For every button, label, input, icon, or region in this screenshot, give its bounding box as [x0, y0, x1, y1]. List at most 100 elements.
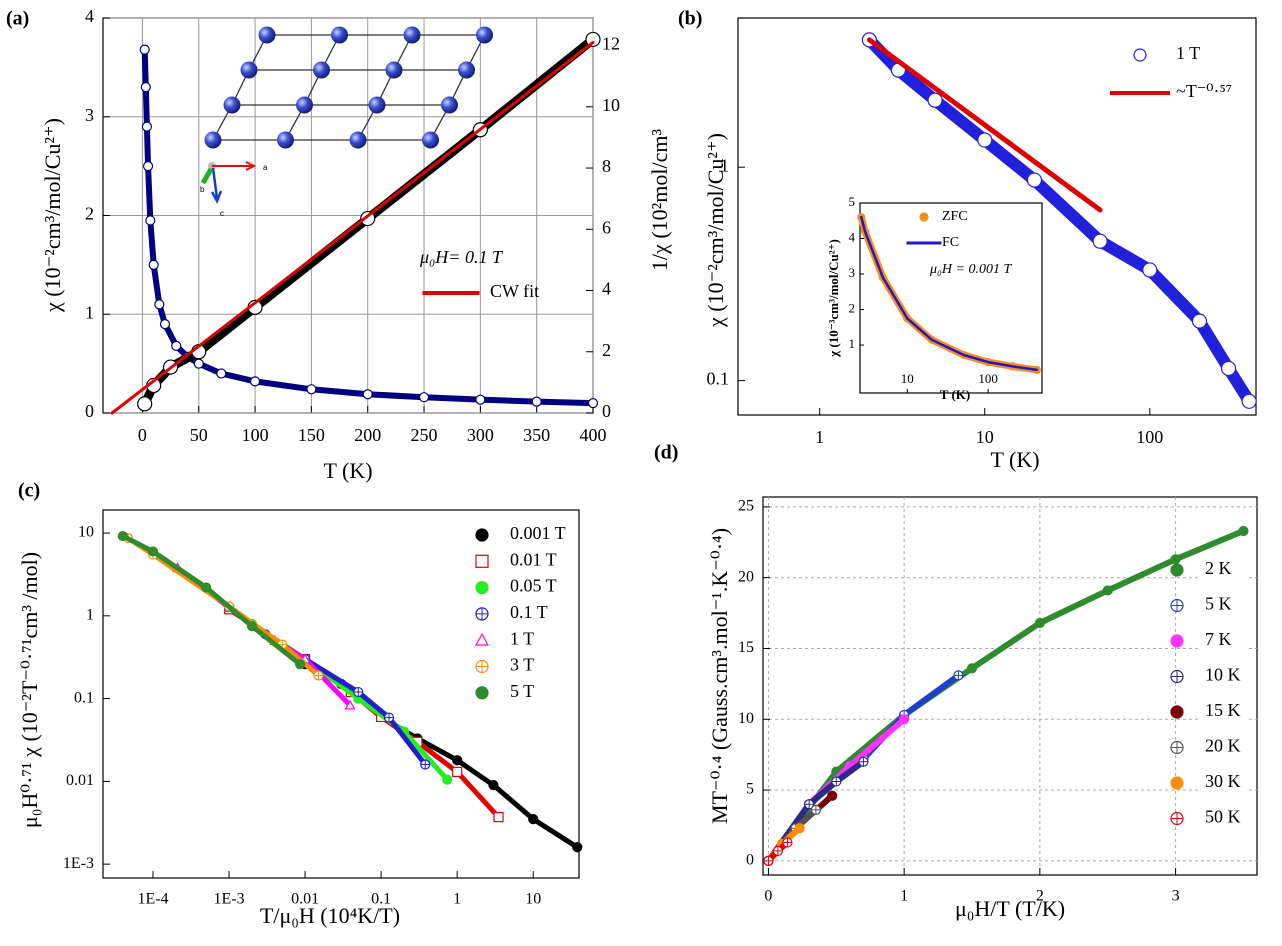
y-tick-label: 10 [738, 710, 754, 727]
marker [1241, 393, 1257, 409]
legend-label: 30 K [1205, 771, 1241, 791]
marker [171, 340, 182, 351]
x-tick-label: 0.1 [371, 891, 391, 908]
marker [117, 530, 128, 542]
atom [368, 96, 386, 114]
plot-frame [762, 496, 1258, 876]
atom [458, 61, 475, 79]
y-axis-label: χ (10⁻²cm³/mol/Cu²⁺) [40, 118, 65, 313]
y2-tick-label: 8 [602, 156, 611, 176]
y-tick-label: 1E-3 [63, 855, 94, 872]
legend-background [1201, 772, 1249, 794]
legend-label: FC [942, 235, 959, 250]
marker [977, 132, 993, 148]
y-tick-label: 2 [849, 301, 856, 316]
y-axis-label: χ (10⁻³cm³/mol/Cu²⁺) [826, 239, 841, 358]
legend-marker [475, 528, 489, 542]
x-tick-label: 0 [138, 425, 147, 445]
marker [1170, 554, 1181, 565]
marker [585, 31, 601, 48]
legend-background [1201, 594, 1249, 617]
y2-tick-label: 6 [602, 217, 611, 237]
legend-label: 0.001 T [510, 523, 566, 543]
legend-label: 3 T [510, 655, 534, 675]
series-line [110, 40, 595, 415]
x-axis-label: T/μ₀H (10⁴K/T) [260, 903, 400, 928]
legend-marker [919, 212, 929, 222]
marker [488, 780, 499, 791]
y-tick-label: 5 [849, 194, 856, 209]
x-tick-label: 200 [354, 425, 381, 445]
series-line [866, 37, 1103, 213]
legend-label: CW fit [490, 281, 539, 301]
marker [216, 368, 227, 379]
marker [154, 299, 165, 310]
y-tick-label: 3 [85, 105, 94, 125]
marker [418, 392, 430, 403]
y-axis-label: χ (10⁻²cm³/mol/Cu²⁺) [703, 133, 728, 328]
legend-label: 50 K [1205, 807, 1241, 827]
legend-background [1201, 701, 1249, 723]
y-tick-label: 0 [746, 852, 754, 869]
x-tick-label: 50 [190, 425, 208, 445]
legend-marker [1133, 48, 1147, 62]
marker [1220, 360, 1237, 377]
marker [493, 812, 504, 823]
atom [240, 61, 258, 79]
legend-label: 10 K [1205, 665, 1241, 685]
y2-tick-label: 0 [602, 401, 611, 421]
x-tick-label: 1 [900, 888, 908, 905]
x-tick-label: 300 [467, 425, 494, 445]
marker [1238, 525, 1249, 537]
marker [362, 389, 373, 400]
legend-background [1201, 665, 1249, 688]
x-axis-label: T (K) [990, 447, 1039, 472]
marker-cross [804, 799, 814, 809]
legend-label: 0.01 T [510, 549, 557, 569]
marker [246, 621, 258, 632]
legend-marker [1170, 705, 1184, 719]
legend-label: 7 K [1205, 629, 1232, 649]
x-tick-label: 0 [764, 888, 772, 905]
y-axis-label: MT⁻⁰·⁴ (Gauss.cm³.mol⁻¹.K⁻⁰·⁴) [707, 528, 732, 824]
marker [452, 766, 463, 778]
y-tick-label: 4 [849, 229, 856, 244]
x-tick-label: 1E-3 [213, 891, 244, 908]
marker [572, 842, 583, 853]
atom [296, 96, 313, 114]
plot-frame [102, 509, 580, 879]
x-tick-label: 0.01 [291, 891, 319, 908]
y-tick-label: 15 [738, 639, 754, 656]
legend-background [1201, 736, 1249, 759]
marker-cross [384, 713, 394, 723]
y-tick-label: 0.1 [74, 689, 94, 706]
marker [475, 394, 486, 405]
x-tick-label: 1 [815, 427, 824, 447]
y-tick-label: 10 [78, 524, 94, 541]
legend-label: 15 K [1205, 700, 1241, 720]
y-tick-label: 25 [738, 498, 754, 515]
legend-background [1201, 630, 1249, 652]
y-tick-label: 0.1 [707, 369, 730, 389]
y-tick-label: 0 [85, 401, 94, 421]
marker-cross [831, 777, 841, 787]
marker [201, 582, 212, 593]
x-tick-label: 10 [525, 891, 541, 908]
legend-marker [475, 686, 489, 700]
marker [145, 215, 156, 226]
legend-background [1201, 807, 1249, 830]
x-tick-label: 150 [298, 425, 325, 445]
marker [140, 82, 151, 93]
x-tick-label: 100 [1136, 427, 1163, 447]
legend-marker [474, 632, 490, 646]
atom [476, 26, 493, 44]
legend-label: 1 T [510, 628, 534, 648]
marker-cross [1171, 599, 1183, 612]
marker [528, 814, 539, 825]
marker-cross [476, 660, 488, 673]
marker [1142, 262, 1158, 278]
marker [1102, 585, 1113, 596]
marker [531, 396, 542, 407]
marker [148, 259, 159, 270]
